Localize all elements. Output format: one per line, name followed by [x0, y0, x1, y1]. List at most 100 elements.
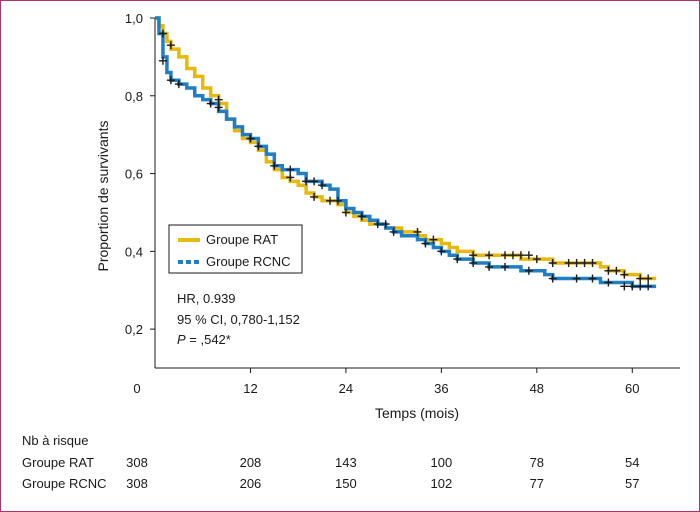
- risk-value: 206: [240, 476, 262, 491]
- censor-mark: [469, 259, 478, 267]
- x-tick-label: 48: [530, 381, 544, 396]
- risk-value: 77: [530, 476, 544, 491]
- censor-mark: [628, 282, 637, 291]
- legend-label-rat: Groupe RAT: [206, 232, 278, 247]
- censor-mark: [158, 56, 167, 65]
- censor-mark: [572, 259, 581, 267]
- censor-mark: [214, 95, 223, 104]
- p-label: P: [177, 332, 186, 347]
- risk-value: 150: [335, 476, 357, 491]
- censor-mark: [270, 161, 279, 170]
- censor-mark: [453, 255, 462, 264]
- censor-mark: [604, 266, 613, 275]
- risk-values: 308 208 143 100 78 54 308 206 150 102 77 57: [126, 455, 639, 491]
- censor-mark: [588, 274, 597, 283]
- censor-mark: [548, 274, 557, 283]
- censor-mark: [508, 251, 517, 260]
- y-tick-label: 0,4: [125, 244, 143, 259]
- risk-value: 208: [240, 455, 262, 470]
- risk-table-title: Nb à risque: [22, 433, 88, 448]
- censor-mark: [381, 220, 390, 229]
- y-tick-label: 0,2: [125, 322, 143, 337]
- risk-row-label-rat: Groupe RAT: [22, 455, 94, 470]
- censor-mark: [532, 255, 541, 264]
- censor-mark: [620, 282, 629, 291]
- legend-box: [168, 224, 303, 274]
- censor-mark: [341, 208, 350, 217]
- x-axis-title: Temps (mois): [375, 405, 459, 421]
- x-tick-label: 60: [625, 381, 639, 396]
- censor-mark: [318, 181, 327, 190]
- censor-mark: [214, 103, 223, 112]
- censor-mark: [636, 274, 645, 283]
- censor-mark: [326, 196, 334, 205]
- y-tick-label: 0,6: [125, 167, 143, 182]
- censor-mark: [644, 282, 653, 291]
- censor-mark: [636, 282, 645, 291]
- censor-mark: [310, 177, 319, 186]
- censor-mark: [286, 165, 295, 174]
- risk-value: 57: [625, 476, 639, 491]
- p-value-text: P = ,542*: [177, 332, 231, 347]
- risk-value: 308: [126, 455, 148, 470]
- censor-mark: [469, 251, 478, 260]
- censor-mark: [644, 274, 653, 283]
- risk-value: 54: [625, 455, 639, 470]
- legend: Groupe RAT Groupe RCNC: [168, 224, 303, 274]
- censor-mark: [485, 262, 494, 271]
- x-ticks: 0 12 24 36 48 60: [133, 368, 640, 396]
- legend-label-rcnc: Groupe RCNC: [206, 254, 291, 269]
- censor-mark: [588, 259, 597, 267]
- censor-mark: [286, 173, 295, 182]
- y-ticks: 0,2 0,4 0,6 0,8 1,0: [125, 11, 155, 337]
- censor-mark: [437, 247, 446, 256]
- risk-value: 308: [126, 476, 148, 491]
- censor-mark: [158, 29, 167, 38]
- censor-mark: [373, 220, 382, 229]
- censor-mark: [389, 227, 398, 236]
- risk-value: 78: [530, 455, 544, 470]
- censor-mark: [572, 274, 581, 283]
- risk-value: 100: [431, 455, 453, 470]
- censor-mark: [564, 259, 573, 267]
- censor-mark: [413, 227, 422, 236]
- y-axis-title: Proportion de survivants: [95, 121, 111, 272]
- censor-mark: [580, 259, 589, 267]
- censor-mark: [485, 251, 494, 260]
- censor-mark: [166, 76, 175, 85]
- censor-mark: [302, 177, 311, 186]
- x-tick-label: 24: [339, 381, 353, 396]
- censor-mark: [357, 212, 366, 221]
- censor-mark: [429, 235, 438, 244]
- censor-mark: [548, 259, 557, 267]
- censor-mark: [333, 196, 342, 205]
- censor-mark: [421, 239, 430, 248]
- censor-mark: [206, 99, 215, 108]
- series-layer: [155, 16, 657, 291]
- censor-mark: [166, 41, 175, 50]
- y-tick-label: 1,0: [125, 11, 143, 26]
- censor-mark: [604, 278, 613, 287]
- censor-mark: [612, 266, 621, 275]
- censor-mark: [246, 134, 255, 143]
- p-value: = ,542*: [186, 332, 231, 347]
- x-tick-label: 0: [133, 381, 140, 396]
- censor-mark: [501, 251, 509, 260]
- censor-mark: [620, 270, 629, 279]
- censor-mark: [310, 192, 319, 201]
- series-line-rcnc: [155, 16, 657, 289]
- censor-mark: [524, 251, 533, 260]
- ci-text: 95 % CI, 0,780-1,152: [177, 312, 300, 327]
- censor-mark: [524, 266, 533, 275]
- x-tick-label: 12: [243, 381, 257, 396]
- risk-row-label-rcnc: Groupe RCNC: [22, 476, 107, 491]
- censor-mark: [254, 142, 263, 151]
- x-tick-label: 36: [434, 381, 448, 396]
- hr-text: HR, 0.939: [177, 291, 236, 306]
- risk-value: 102: [431, 476, 453, 491]
- censor-mark: [174, 80, 183, 89]
- censor-mark: [501, 262, 509, 271]
- y-tick-label: 0,8: [125, 89, 143, 104]
- censor-mark: [516, 251, 525, 260]
